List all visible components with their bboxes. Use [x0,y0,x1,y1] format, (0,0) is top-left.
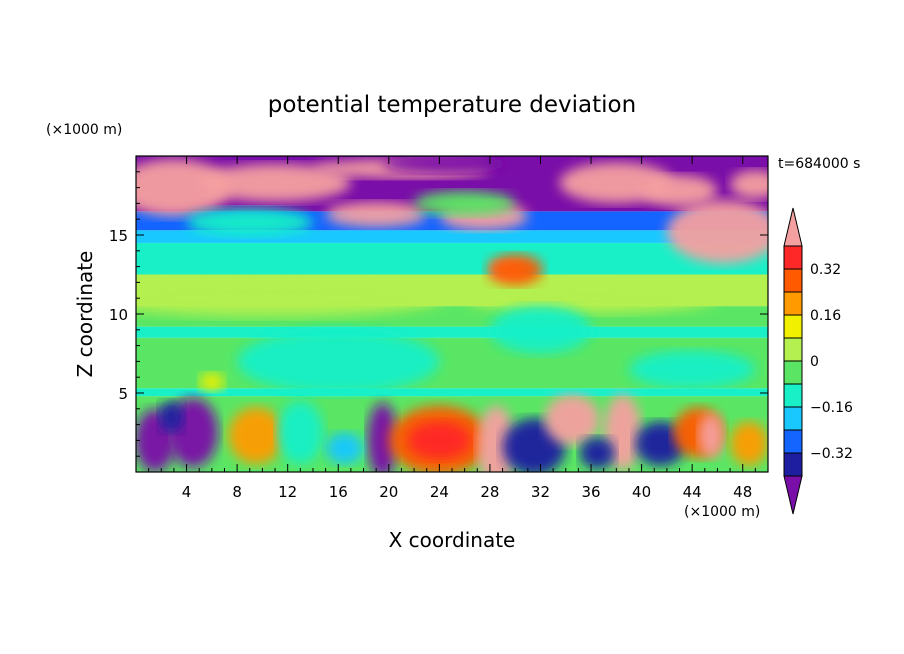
x-axis: 4 8 12 16 20 24 28 32 36 40 44 48 [148,156,756,501]
contour-region [641,174,718,207]
contour-region [325,432,364,465]
colorbar-tick-label: 0.32 [810,262,841,278]
contour-field [136,156,768,472]
colorbar-swatch [783,268,803,293]
y-tick-label: 15 [109,227,128,245]
colorbar-extend-high [783,207,803,247]
y-tick-label: 10 [109,306,128,324]
colorbar-swatch [783,337,803,362]
x-tick-label: 40 [632,483,651,501]
colorbar-swatch [783,406,803,431]
contour-region [414,190,516,217]
colorbar-tick-label: −0.32 [810,446,853,462]
x-tick-label: 28 [480,483,499,501]
contour-region [730,170,768,199]
chart-title: potential temperature deviation [268,92,636,118]
x-tick-label: 32 [531,483,550,501]
y-tick-label: 5 [118,385,128,403]
x-tick-label: 36 [581,483,600,501]
contour-region [666,200,768,264]
contour-region [382,156,509,174]
contour-region [544,394,600,446]
contour-region [635,421,686,466]
contour-region [487,253,544,286]
contour-band [136,242,768,275]
x-tick-label: 12 [278,483,297,501]
x-tick-label: 24 [430,483,449,501]
contour-region [367,402,398,472]
contour-region [186,208,313,237]
colorbar-swatch [783,314,803,339]
contour-band [136,388,768,397]
colorbar-swatch [783,452,803,477]
y-axis: 5 10 15 [109,171,768,457]
x-tick-label: 48 [733,483,752,501]
colorbar-tick-label: 0 [810,354,819,370]
contour-region [199,163,351,202]
contour-region [237,329,440,393]
colorbar: 0.32 0.16 0 −0.16 −0.32 [783,207,853,515]
contour-region [489,306,592,354]
contour-region [407,421,471,460]
x-axis-label: X coordinate [389,528,516,552]
colorbar-tick-label: −0.16 [810,400,853,416]
colorbar-swatch [783,291,803,316]
y-axis-label: Z coordinate [73,251,97,378]
x-tick-label: 16 [329,483,348,501]
x-tick-label: 8 [232,483,242,501]
colorbar-swatch [783,383,803,408]
colorbar-swatch [783,429,803,454]
contour-region [730,421,768,466]
contour-region [628,350,756,389]
contour-region [136,279,446,318]
contour-region [158,400,185,433]
contour-region [464,282,718,315]
contour-region [228,407,284,465]
time-label: t=684000 s [778,156,860,172]
colorbar-tick-label: 0.16 [810,308,841,324]
contour-region [698,413,724,458]
contour-region [277,400,324,465]
contour-region [199,372,225,392]
contour-band [136,326,768,338]
x-unit-label: (×1000 m) [684,504,760,520]
contour-region [325,201,427,228]
x-tick-label: 20 [379,483,398,501]
colorbar-swatch [783,245,803,270]
contour-band [136,230,768,243]
colorbar-swatch [783,360,803,385]
y-unit-label: (×1000 m) [46,122,122,138]
contour-region [579,437,616,469]
x-tick-label: 4 [182,483,192,501]
contour-region [136,159,231,217]
colorbar-extend-low [783,475,803,515]
x-tick-label: 44 [683,483,702,501]
